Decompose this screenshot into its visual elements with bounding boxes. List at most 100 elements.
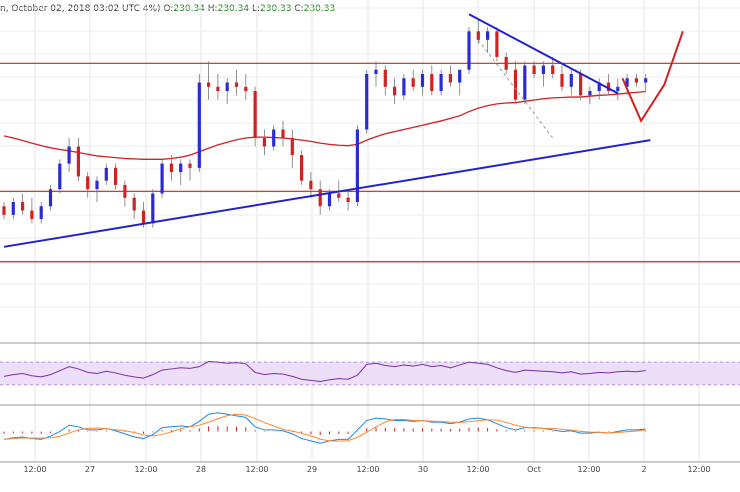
- candle-body: [281, 129, 285, 138]
- candle-body: [579, 74, 583, 96]
- candle-26: [244, 74, 248, 100]
- candle-5: [48, 184, 53, 211]
- candle-body: [495, 31, 499, 57]
- x-axis: 12:00 27 12:00 28 12:00 29 12:00 30 12:00 Oct 12:0…: [23, 465, 710, 474]
- candle-body: [625, 78, 629, 87]
- candle-body: [337, 193, 341, 198]
- candle-29: [272, 125, 276, 151]
- low-label: L:: [251, 4, 261, 14]
- candle-65: [606, 74, 611, 96]
- candle-43: [402, 74, 406, 100]
- candle-body: [141, 210, 146, 224]
- candle-body: [523, 65, 527, 100]
- candle-body: [197, 82, 201, 168]
- candle-body: [606, 82, 611, 92]
- candle-body: [151, 193, 155, 224]
- candle-11: [104, 163, 108, 185]
- candle-body: [2, 206, 6, 215]
- candle-37: [346, 189, 350, 211]
- candle-66: [616, 78, 620, 100]
- candle-body: [532, 65, 536, 74]
- x-tick-label-2: 12:00: [134, 465, 157, 474]
- x-tick-label-10: 12:00: [577, 465, 600, 474]
- candle-body: [95, 180, 99, 190]
- candle-69: [644, 74, 648, 92]
- candle-17: [160, 159, 164, 198]
- candle-body: [616, 86, 620, 92]
- candle-34: [318, 180, 322, 215]
- candle-body: [21, 202, 25, 211]
- high-label: H:: [207, 4, 218, 14]
- x-tick-label-1: 27: [85, 465, 95, 474]
- candle-68: [634, 74, 638, 87]
- candle-64: [597, 78, 601, 100]
- x-tick-label-9: Oct: [527, 465, 541, 474]
- candle-body: [393, 86, 397, 96]
- candle-60: [560, 65, 564, 92]
- candle-body: [48, 189, 53, 207]
- candle-body: [76, 146, 80, 177]
- candle-49: [458, 69, 462, 96]
- candle-body: [216, 86, 220, 92]
- candle-54: [504, 52, 508, 74]
- x-tick-label-7: 30: [418, 465, 428, 474]
- candle-body: [355, 129, 359, 202]
- candle-6: [58, 159, 62, 194]
- candle-body: [327, 193, 332, 207]
- candle-63: [588, 86, 592, 104]
- candle-body: [420, 74, 425, 87]
- candle-body: [402, 78, 406, 96]
- candle-46: [430, 65, 434, 96]
- candle-body: [644, 78, 648, 83]
- candle-2: [21, 193, 25, 215]
- candle-body: [272, 129, 276, 147]
- candle-body: [309, 180, 313, 190]
- close-label: C:: [294, 4, 304, 14]
- candle-67: [625, 74, 629, 96]
- candle-body: [346, 197, 350, 202]
- candle-body: [86, 176, 90, 190]
- candle-13: [123, 180, 127, 207]
- candle-0: [2, 202, 6, 220]
- x-tick-label-6: 12:00: [356, 465, 379, 474]
- candle-10: [95, 176, 99, 202]
- candle-body: [513, 69, 518, 100]
- candle-body: [114, 167, 118, 185]
- candle-body: [179, 163, 183, 173]
- candle-body: [411, 78, 415, 87]
- candle-body: [458, 69, 462, 83]
- rsi-band: [0, 362, 740, 385]
- candle-body: [39, 206, 43, 220]
- x-tick-label-11: 2: [641, 465, 646, 474]
- candle-50: [467, 27, 471, 74]
- candle-body: [30, 210, 34, 220]
- candle-body: [476, 31, 480, 40]
- x-tick-label-3: 28: [196, 465, 206, 474]
- change-percent: 4%): [142, 4, 161, 14]
- candle-25: [234, 69, 239, 96]
- candle-body: [597, 82, 601, 92]
- macd-signal-line: [3, 413, 646, 442]
- x-tick-label-5: 29: [307, 465, 317, 474]
- candle-1: [11, 197, 15, 220]
- candle-body: [430, 74, 434, 92]
- candle-12: [114, 163, 118, 190]
- candle-body: [588, 91, 592, 96]
- candle-18: [169, 155, 173, 181]
- candle-body: [374, 69, 378, 74]
- candle-4: [39, 202, 43, 224]
- candle-body: [207, 82, 211, 87]
- candle-59: [551, 56, 555, 79]
- candle-27: [253, 86, 257, 147]
- candle-body: [448, 74, 452, 83]
- candle-body: [486, 31, 490, 40]
- candle-41: [383, 65, 387, 96]
- candle-16: [151, 189, 155, 228]
- candle-body: [132, 197, 136, 211]
- candle-body: [569, 74, 573, 87]
- candle-body: [188, 163, 192, 168]
- candle-body: [58, 163, 62, 190]
- candle-3: [30, 197, 34, 224]
- candle-38: [355, 125, 359, 207]
